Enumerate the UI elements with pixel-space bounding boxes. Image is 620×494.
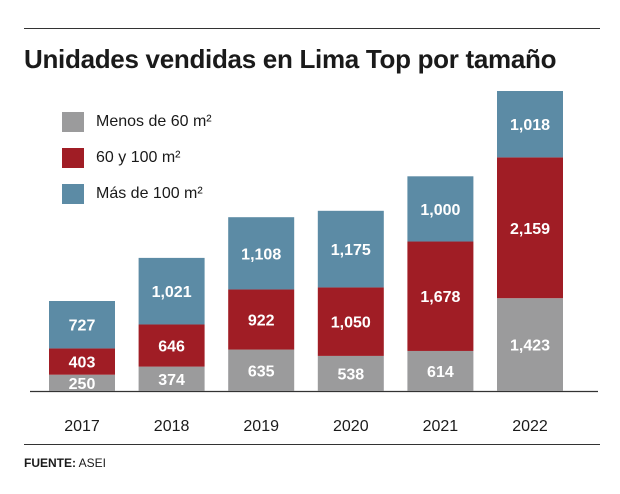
data-label-large-2021: 1,000 bbox=[420, 202, 460, 219]
data-label-medium-2020: 1,050 bbox=[331, 315, 371, 332]
data-label-large-2020: 1,175 bbox=[331, 242, 371, 259]
legend: Menos de 60 m² 60 y 100 m² Más de 100 m² bbox=[62, 112, 212, 220]
x-tick-label-2021: 2021 bbox=[423, 418, 459, 435]
bar-segment-medium-2022 bbox=[497, 157, 563, 299]
legend-swatch-large bbox=[62, 184, 84, 204]
x-tick-label-2022: 2022 bbox=[512, 418, 548, 435]
top-rule bbox=[24, 28, 600, 29]
bar-segment-small-2017 bbox=[49, 374, 115, 391]
data-label-medium-2021: 1,678 bbox=[420, 289, 460, 306]
data-label-medium-2022: 2,159 bbox=[510, 221, 550, 238]
legend-item-medium: 60 y 100 m² bbox=[62, 148, 212, 168]
x-tick-label-2017: 2017 bbox=[64, 418, 100, 435]
bar-segment-small-2018 bbox=[138, 366, 205, 391]
data-label-medium-2017: 403 bbox=[69, 355, 96, 372]
bar-segment-small-2020 bbox=[317, 355, 384, 391]
legend-swatch-medium bbox=[62, 148, 84, 168]
bar-segment-medium-2019 bbox=[228, 289, 295, 350]
bar-segment-medium-2021 bbox=[407, 241, 474, 351]
bar-segment-medium-2018 bbox=[138, 324, 205, 367]
data-label-small-2021: 614 bbox=[427, 364, 454, 381]
chart-title: Unidades vendidas en Lima Top por tamaño bbox=[24, 44, 557, 74]
bar-segment-large-2017 bbox=[49, 301, 115, 349]
data-label-medium-2018: 646 bbox=[158, 339, 185, 356]
source-note: FUENTE: ASEI bbox=[24, 456, 106, 470]
data-label-small-2018: 374 bbox=[158, 372, 185, 389]
bar-segment-large-2020 bbox=[317, 210, 384, 288]
bar-segment-small-2019 bbox=[228, 349, 295, 391]
bar-segment-small-2021 bbox=[407, 350, 474, 391]
data-label-large-2019: 1,108 bbox=[241, 246, 281, 263]
legend-label-medium: 60 y 100 m² bbox=[96, 149, 181, 166]
legend-label-small: Menos de 60 m² bbox=[96, 113, 212, 130]
source-label: FUENTE: bbox=[24, 456, 76, 470]
bar-segment-medium-2017 bbox=[49, 348, 115, 375]
legend-swatch-small bbox=[62, 112, 84, 132]
stacked-bar-chart: 250 403 727 2017 374 646 1,021 2018 635 922 1,108 2… bbox=[30, 91, 598, 435]
legend-label-large: Más de 100 m² bbox=[96, 185, 203, 202]
data-label-large-2017: 727 bbox=[69, 318, 96, 335]
data-label-small-2019: 635 bbox=[248, 363, 275, 380]
x-tick-label-2020: 2020 bbox=[333, 418, 369, 435]
legend-item-large: Más de 100 m² bbox=[62, 184, 212, 204]
x-tick-label-2019: 2019 bbox=[243, 418, 279, 435]
bar-segment-large-2019 bbox=[228, 217, 295, 290]
data-label-large-2018: 1,021 bbox=[152, 284, 192, 301]
bar-segment-large-2022 bbox=[497, 91, 563, 158]
data-label-large-2022: 1,018 bbox=[510, 117, 550, 134]
data-label-small-2020: 538 bbox=[337, 366, 364, 383]
bar-segment-small-2022 bbox=[497, 298, 563, 391]
data-label-small-2017: 250 bbox=[69, 376, 96, 393]
legend-item-small: Menos de 60 m² bbox=[62, 112, 212, 132]
bar-segment-large-2018 bbox=[138, 257, 205, 325]
bar-segment-medium-2020 bbox=[317, 287, 384, 356]
data-label-small-2022: 1,423 bbox=[510, 338, 550, 355]
bar-segment-large-2021 bbox=[407, 176, 474, 242]
bottom-rule bbox=[24, 444, 600, 445]
data-label-medium-2019: 922 bbox=[248, 313, 275, 330]
x-tick-label-2018: 2018 bbox=[154, 418, 190, 435]
source-value: ASEI bbox=[78, 456, 107, 470]
